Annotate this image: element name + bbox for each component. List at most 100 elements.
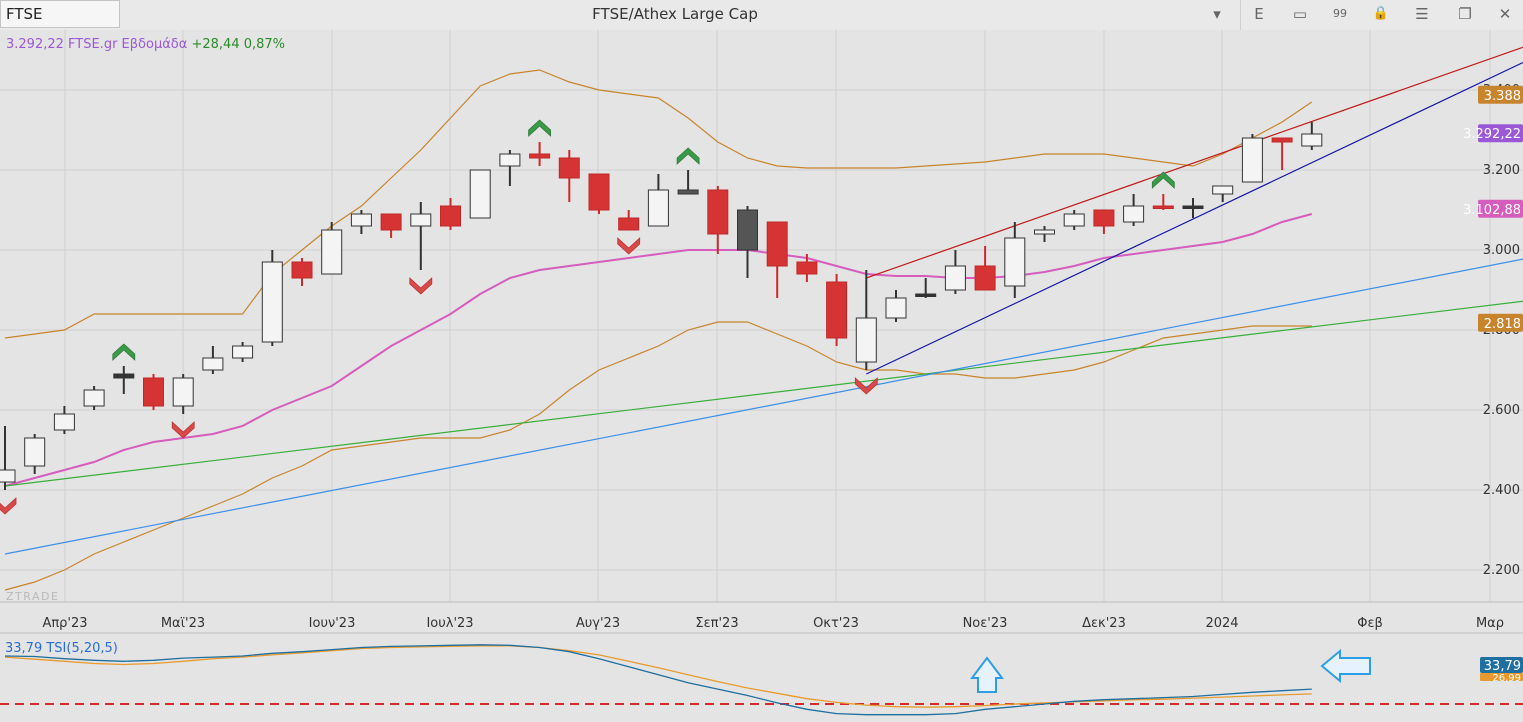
candle: [0, 426, 16, 490]
candle: [974, 246, 996, 291]
candle-body: [677, 189, 699, 195]
candle-body: [529, 153, 551, 159]
x-axis-labels: Απρ'23 Μαϊ'23 Ιουν'23 Ιουλ'23 Αυγ'23 Σεπ'23 Οκ…: [42, 616, 1504, 631]
sell-signal-icon: [0, 497, 17, 515]
candle-body: [826, 281, 848, 339]
candle-body: [380, 213, 402, 231]
lower-band-line: [4, 321, 1312, 591]
candle: [350, 210, 372, 234]
candle-body: [1093, 209, 1115, 227]
candle-body: [350, 213, 372, 227]
candle: [53, 406, 75, 434]
buy-signal-icon: [676, 147, 700, 165]
candle-body: [83, 389, 105, 407]
candlesticks: [0, 122, 1323, 490]
candle-body: [647, 189, 669, 227]
candle-body: [737, 209, 758, 251]
value-tag-text: 2.818: [1484, 317, 1521, 332]
candle-body: [707, 189, 729, 235]
candle: [232, 342, 254, 362]
dropdown-chevron-icon[interactable]: ▾: [1213, 5, 1221, 23]
candle: [291, 258, 313, 286]
candle: [172, 374, 194, 414]
candle-body: [1241, 137, 1263, 183]
candle-body: [1271, 137, 1293, 143]
candle: [1212, 185, 1234, 202]
trend-line-green: [4, 300, 1523, 487]
candle-body: [291, 261, 313, 279]
candle-body: [885, 297, 907, 319]
edit-button[interactable]: E: [1254, 5, 1264, 23]
candle-body: [1123, 205, 1145, 223]
candle-body: [915, 293, 937, 297]
buy-signal-icon: [528, 119, 551, 137]
candle: [915, 278, 937, 298]
up-arrow-icon: [970, 656, 1004, 693]
trend-line-dark-blue: [866, 61, 1523, 375]
tsi-label: 33,79 TSI(5,20,5): [5, 641, 118, 656]
candle: [796, 254, 818, 282]
candle: [677, 170, 699, 195]
candle: [83, 386, 105, 410]
buy-signal-icon: [1151, 171, 1175, 189]
candle-body: [440, 205, 461, 227]
candle-body: [796, 261, 818, 275]
candle: [499, 150, 521, 186]
candle-body: [410, 213, 432, 227]
sell-signal-icon: [409, 277, 433, 295]
candle: [321, 222, 343, 275]
candle-body: [232, 345, 254, 359]
watermark: ZTRADE: [6, 590, 59, 603]
candle: [529, 142, 551, 166]
candle: [410, 202, 432, 270]
candle: [143, 374, 164, 410]
candle: [24, 434, 46, 474]
x-tick-label: Σεπ'23: [695, 616, 738, 631]
value-tag-text: 3.292,22: [1463, 127, 1521, 142]
candle: [1182, 198, 1204, 218]
menu-icon[interactable]: ☰: [1415, 5, 1429, 23]
candle: [885, 290, 907, 322]
candle: [558, 150, 580, 202]
close-icon[interactable]: ✕: [1498, 5, 1512, 23]
value-tag: [1478, 313, 1523, 332]
candle: [440, 198, 461, 230]
candle-body: [1034, 229, 1055, 235]
x-tick-label: Ιουν'23: [309, 616, 356, 631]
y-tick-label: 2.600: [1483, 403, 1520, 418]
quote-icon[interactable]: 99: [1333, 7, 1347, 20]
candle-body: [53, 413, 75, 431]
x-tick-label: Αυγ'23: [576, 616, 620, 631]
chart-background: [0, 30, 1523, 722]
lock-icon[interactable]: 🔒: [1372, 6, 1390, 21]
x-tick-label: Μαρ: [1476, 616, 1504, 631]
candle-body: [0, 469, 16, 483]
x-tick-label: Οκτ'23: [813, 616, 859, 631]
sell-signal-icon: [171, 421, 195, 439]
candle: [647, 174, 669, 227]
trend-lines: [4, 46, 1523, 555]
value-tag: [1478, 124, 1523, 143]
value-tag-text: 3.102,88: [1463, 203, 1521, 218]
trend-line-light-blue: [4, 258, 1523, 555]
symbol-input[interactable]: FTSE: [0, 0, 120, 28]
value-tag: [1478, 85, 1523, 104]
sell-signal-icon: [617, 237, 641, 255]
candle-body: [261, 261, 283, 343]
candle: [1063, 210, 1085, 230]
candle: [202, 346, 224, 374]
price-chart[interactable]: 3.4003.2003.0002.8002.6002.4002.2003.388…: [0, 30, 1523, 722]
candle: [1152, 194, 1174, 210]
panel-icon[interactable]: ▭: [1292, 5, 1308, 23]
x-tick-label: Μαϊ'23: [161, 616, 205, 631]
candle-body: [974, 265, 996, 291]
candle: [826, 274, 848, 346]
trend-line-red: [866, 46, 1523, 279]
signal-markers: [0, 119, 1175, 515]
candle-body: [766, 221, 788, 267]
restore-window-icon[interactable]: ❐: [1458, 5, 1472, 23]
candle-body: [113, 373, 135, 379]
candle-body: [618, 217, 640, 231]
toolbar-separator: [1240, 0, 1241, 30]
y-tick-label: 3.000: [1483, 243, 1520, 258]
